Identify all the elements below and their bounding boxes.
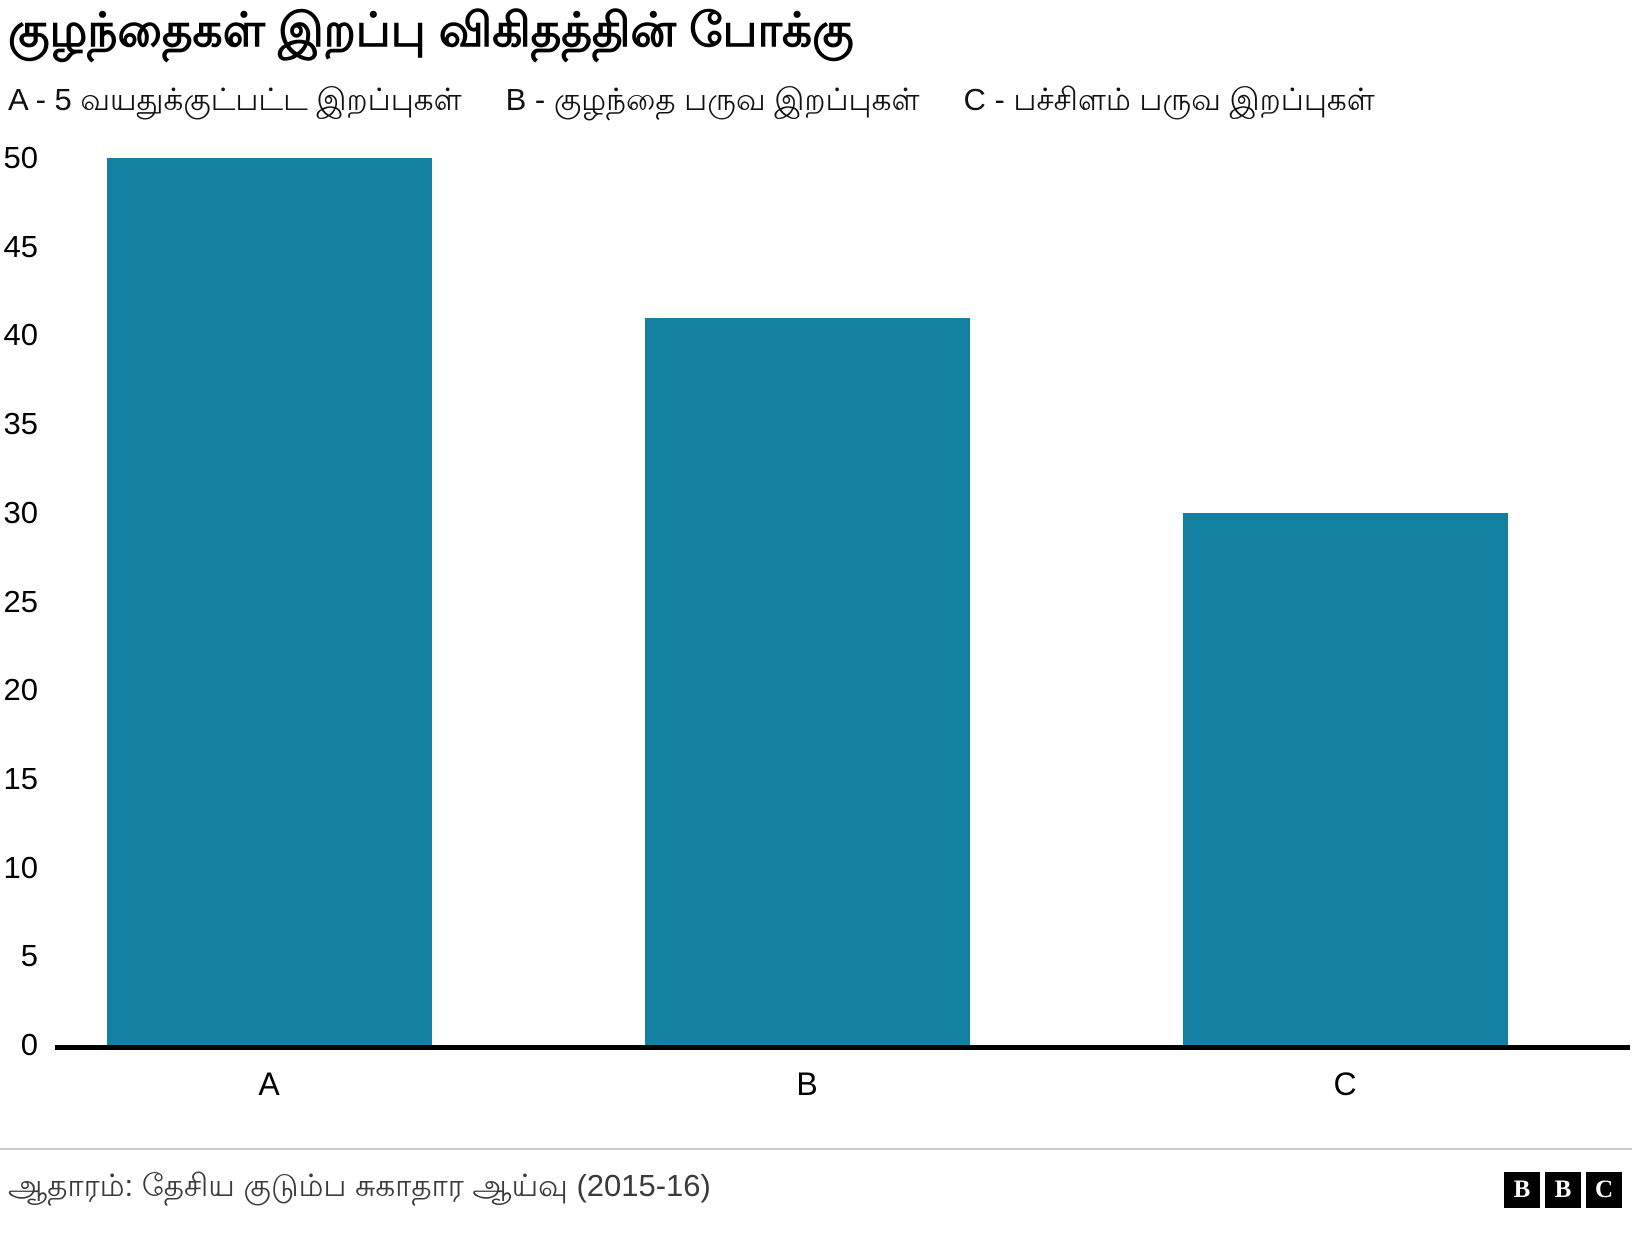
y-tick-label: 0 <box>20 1027 38 1062</box>
y-tick-label: 10 <box>3 849 38 885</box>
y-tick-label: 45 <box>3 228 38 264</box>
legend-item-a: A - 5 வயதுக்குட்பட்ட இறப்புகள் <box>8 82 462 117</box>
y-tick-label: 50 <box>3 140 38 175</box>
bbc-logo-letter: B <box>1504 1172 1540 1208</box>
source-caption: ஆதாரம்: தேசிய குடும்ப சுகாதார ஆய்வு (201… <box>8 1168 711 1203</box>
chart-title: குழந்தைகள் இறப்பு விகிதத்தின் போக்கு <box>8 3 854 56</box>
y-tick-label: 30 <box>3 494 38 530</box>
bbc-logo: B B C <box>1504 1172 1622 1208</box>
y-tick-label: 15 <box>3 760 38 796</box>
legend-item-b: B - குழந்தை பருவ இறப்புகள் <box>505 82 920 117</box>
x-tick-label: A <box>258 1066 280 1102</box>
bar-chart-plot-area <box>0 158 1614 1045</box>
x-axis-baseline <box>55 1045 1630 1050</box>
bar-slot <box>1076 158 1614 1045</box>
y-tick-label: 5 <box>20 938 38 974</box>
y-tick-label: 20 <box>3 672 38 708</box>
legend-item-c: C - பச்சிளம் பருவ இறப்புகள் <box>963 82 1375 117</box>
bar-slot <box>538 158 1076 1045</box>
legend: A - 5 வயதுக்குட்பட்ட இறப்புகள் B - குழந்… <box>8 82 1375 122</box>
bbc-logo-letter: C <box>1586 1172 1622 1208</box>
bar-a <box>106 158 432 1045</box>
footer-divider <box>0 1148 1632 1150</box>
x-tick-label: C <box>1333 1066 1357 1102</box>
y-tick-label: 25 <box>3 583 38 619</box>
y-tick-label: 35 <box>3 406 38 442</box>
bar-c <box>1182 512 1508 1045</box>
bar-slot <box>0 158 538 1045</box>
bbc-logo-letter: B <box>1545 1172 1581 1208</box>
y-tick-label: 40 <box>3 317 38 353</box>
x-axis-labels: A B C <box>0 1066 1614 1103</box>
x-tick-label: B <box>796 1066 818 1102</box>
bar-b <box>644 317 970 1045</box>
